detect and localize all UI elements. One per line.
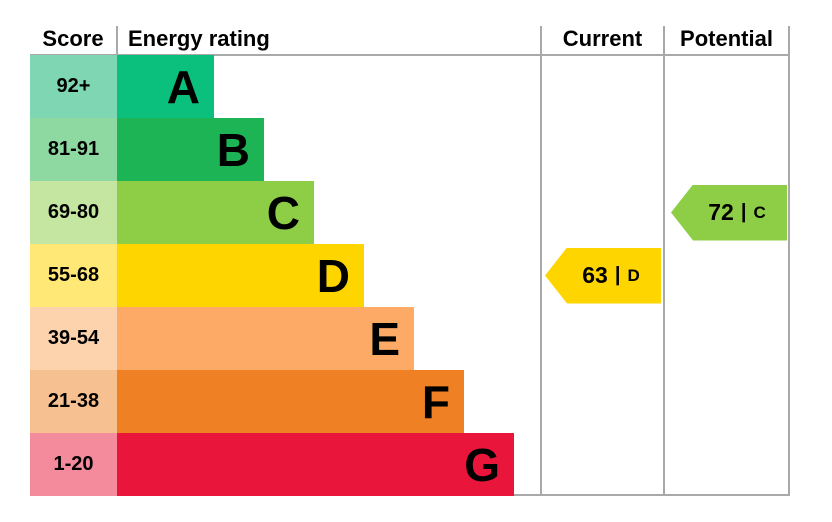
potential-column-header: Potential <box>680 26 773 51</box>
band-score-range: 1-20 <box>30 433 117 496</box>
band-score-range: 81-91 <box>30 118 117 181</box>
current-column-header: Current <box>562 26 643 51</box>
rating-bands: 92+ A 81-91 B 69-80 C 55-68 D 39-54 E 21… <box>30 55 514 496</box>
band-letter-bar: D <box>117 244 364 307</box>
potential-rating-letter: C <box>753 202 766 222</box>
band-score-range: 21-38 <box>30 370 117 433</box>
rating-band-row: 55-68 D <box>30 244 514 307</box>
rating-band-row: 1-20 G <box>30 433 514 496</box>
band-score-range: 69-80 <box>30 181 117 244</box>
band-letter-bar: A <box>117 55 214 118</box>
rating-band-row: 81-91 B <box>30 118 514 181</box>
rating-band-row: 69-80 C <box>30 181 514 244</box>
current-column-divider <box>540 26 542 496</box>
right-border-line <box>788 26 790 496</box>
potential-rating-separator: | <box>740 201 747 223</box>
score-column-header: Score <box>42 26 104 51</box>
band-score-range: 92+ <box>30 55 117 118</box>
potential-column-divider <box>663 26 665 496</box>
rating-band-row: 21-38 F <box>30 370 514 433</box>
current-rating-separator: | <box>614 264 621 286</box>
band-letter-bar: G <box>117 433 514 496</box>
band-letter-bar: C <box>117 181 314 244</box>
current-rating-arrow: 63 | D <box>545 247 661 304</box>
rating-band-row: 39-54 E <box>30 307 514 370</box>
band-letter-bar: E <box>117 307 414 370</box>
potential-rating-arrow: 72 | C <box>671 184 787 241</box>
band-score-range: 39-54 <box>30 307 117 370</box>
energy-rating-column-header: Energy rating <box>128 26 270 51</box>
rating-band-row: 92+ A <box>30 55 514 118</box>
current-rating-letter: D <box>627 265 640 285</box>
band-letter-bar: F <box>117 370 464 433</box>
current-rating-value: 63 <box>582 262 608 288</box>
band-letter-bar: B <box>117 118 264 181</box>
band-score-range: 55-68 <box>30 244 117 307</box>
header-underline <box>30 54 790 56</box>
potential-rating-value: 72 <box>708 199 734 225</box>
